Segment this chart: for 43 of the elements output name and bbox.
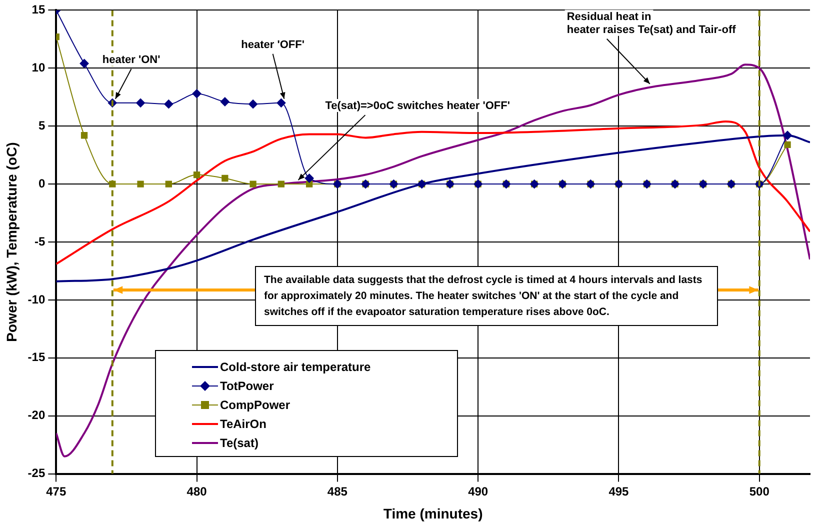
y-tick-label: 0 bbox=[38, 176, 46, 190]
y-tick-label: 10 bbox=[32, 60, 46, 74]
point bbox=[192, 89, 202, 98]
point bbox=[304, 174, 314, 183]
point bbox=[248, 100, 258, 109]
point bbox=[80, 132, 88, 139]
point bbox=[220, 97, 230, 106]
point bbox=[136, 98, 146, 108]
legend-label: TeAirOn bbox=[220, 416, 266, 430]
x-tick-label: 480 bbox=[186, 484, 208, 498]
x-tick-label: 490 bbox=[468, 484, 488, 498]
point bbox=[80, 59, 89, 68]
legend-label: Te(sat) bbox=[220, 436, 258, 450]
y-tick-label: -10 bbox=[28, 292, 46, 306]
x-tick-label: 495 bbox=[608, 484, 630, 498]
point bbox=[784, 141, 791, 148]
y-tick-label: -15 bbox=[28, 350, 46, 364]
annotation: Te(sat)=>0oC switches heater 'OFF' bbox=[325, 100, 510, 112]
annotation: heater 'ON' bbox=[102, 54, 161, 66]
x-tick-label: 475 bbox=[46, 484, 66, 498]
point bbox=[164, 100, 174, 109]
point bbox=[137, 180, 144, 188]
point bbox=[278, 180, 285, 188]
point bbox=[222, 174, 228, 182]
y-tick-label: 15 bbox=[32, 2, 46, 17]
annotation: heater 'OFF' bbox=[241, 38, 305, 51]
y-tick-label: -25 bbox=[28, 466, 46, 480]
annotation: Residual heat in heater raises Te(sat) and Tair-off bbox=[566, 10, 736, 36]
y-axis-title: Power (kW), Temperature (oC) bbox=[3, 142, 20, 342]
x-tick-label: 485 bbox=[327, 484, 348, 498]
legend-label: Cold-store air temperature bbox=[220, 360, 371, 374]
x-axis-title: Time (minutes) bbox=[383, 505, 483, 522]
legend-label: TotPower bbox=[220, 378, 274, 392]
point bbox=[276, 98, 286, 108]
point bbox=[193, 171, 200, 178]
legend-label: CompPower bbox=[220, 398, 290, 412]
x-tick-label: 500 bbox=[749, 484, 770, 498]
y-tick-label: -20 bbox=[28, 408, 46, 422]
annotation: The available data suggests that the defrost cycle is timed at 4 hours intervals and lasts for approximately 20 minutes. The heater switches 'ON' at the start of the cycle and switches off if the evapoator saturation temperature rises above 0oC. bbox=[255, 266, 718, 326]
point bbox=[250, 180, 256, 188]
y-tick-label: -5 bbox=[34, 234, 46, 248]
y-tick-label: 5 bbox=[38, 118, 46, 132]
point bbox=[165, 180, 172, 188]
